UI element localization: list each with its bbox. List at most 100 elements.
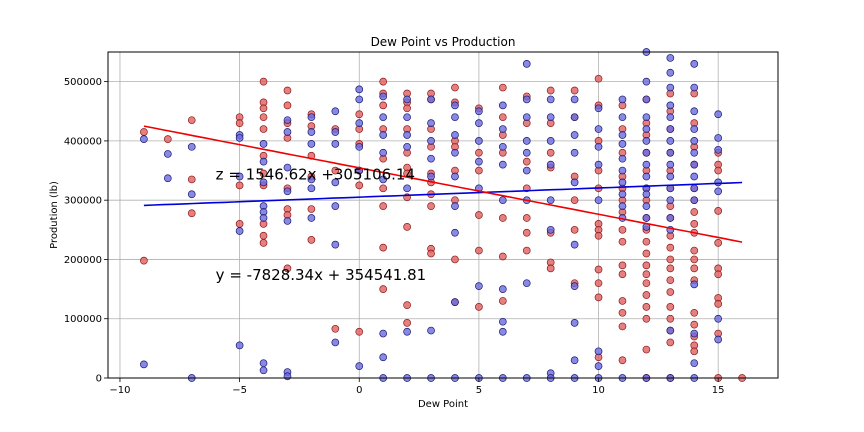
data-point (163, 135, 172, 143)
data-point (618, 131, 627, 139)
data-point (475, 246, 483, 255)
data-point (642, 303, 651, 311)
data-point (594, 279, 603, 288)
data-point (666, 288, 675, 296)
data-point (690, 148, 699, 157)
data-point (690, 246, 699, 255)
data-point (714, 187, 723, 196)
data-point (714, 335, 723, 344)
data-point (259, 239, 268, 247)
data-point (546, 160, 555, 169)
data-point (546, 137, 555, 145)
data-point (379, 92, 388, 101)
y-ticks: 0 100000 200000 300000 400000 500000 (64, 77, 108, 385)
data-point (690, 196, 699, 205)
data-point (522, 279, 531, 288)
data-point (594, 160, 603, 169)
data-point (187, 190, 196, 199)
data-point (187, 175, 196, 184)
data-point (690, 184, 699, 193)
data-point (498, 252, 507, 261)
data-point (522, 60, 531, 68)
data-point (307, 140, 316, 148)
data-point (522, 137, 531, 145)
data-point (570, 282, 579, 290)
data-point (618, 113, 627, 122)
data-point (618, 237, 627, 246)
data-point (403, 319, 411, 327)
data-point (403, 184, 411, 193)
data-point (546, 148, 555, 157)
data-point (690, 172, 699, 181)
data-point (570, 95, 579, 104)
y-tick-label: 300000 (64, 196, 102, 207)
equation-annotations: z = 1546.62x +305106.14 y = -7828.34x + 3… (216, 165, 427, 284)
data-point (618, 178, 627, 187)
data-point (690, 280, 699, 289)
data-point (570, 178, 579, 187)
data-point (379, 329, 388, 338)
data-point (618, 95, 627, 104)
data-point (403, 142, 411, 151)
data-point (618, 356, 627, 365)
data-point (355, 110, 364, 119)
data-point (642, 202, 651, 210)
data-point (307, 128, 316, 136)
data-point (451, 148, 459, 157)
data-point (379, 285, 388, 293)
data-point (642, 160, 651, 169)
data-point (475, 148, 483, 157)
data-point (283, 372, 292, 381)
data-point (355, 119, 364, 127)
data-point (259, 169, 268, 178)
data-point (618, 154, 627, 163)
regression-lines (143, 125, 743, 243)
data-point (451, 101, 459, 110)
data-point (475, 166, 483, 175)
data-point (403, 223, 411, 231)
data-point (522, 157, 531, 166)
data-point (714, 239, 723, 247)
x-tick-label: 0 (356, 385, 362, 396)
data-point (618, 190, 627, 199)
data-point (259, 140, 268, 148)
data-point (307, 175, 316, 184)
data-point (642, 249, 651, 258)
data-point (666, 160, 675, 169)
data-point (187, 116, 196, 125)
data-point (498, 214, 507, 222)
chart-title: Dew Point vs Production (371, 35, 516, 49)
data-point (235, 119, 244, 127)
data-point (283, 101, 292, 110)
data-point (307, 184, 316, 193)
data-point (140, 360, 148, 369)
data-point (331, 202, 340, 210)
data-point (498, 142, 507, 151)
data-point (618, 166, 627, 175)
data-point (403, 327, 411, 336)
data-point (546, 264, 555, 273)
data-point (498, 196, 507, 205)
data-point (331, 324, 340, 333)
x-tick-label: 15 (712, 385, 725, 396)
data-point (140, 128, 148, 136)
data-point (259, 359, 268, 368)
data-point (235, 181, 244, 190)
data-point (498, 83, 507, 92)
data-point (642, 172, 651, 181)
data-point (187, 209, 196, 218)
data-point (475, 282, 483, 290)
data-point (618, 322, 627, 331)
data-point (642, 190, 651, 199)
data-point (522, 148, 531, 157)
x-ticks: −10 −5 0 5 10 15 (109, 378, 725, 396)
data-point (331, 128, 340, 136)
data-point (546, 225, 555, 234)
data-point (427, 137, 435, 145)
data-point (642, 77, 651, 86)
data-point (522, 228, 531, 237)
data-point (331, 107, 340, 116)
data-point (594, 142, 603, 151)
data-point (522, 166, 531, 175)
data-point (666, 214, 675, 222)
